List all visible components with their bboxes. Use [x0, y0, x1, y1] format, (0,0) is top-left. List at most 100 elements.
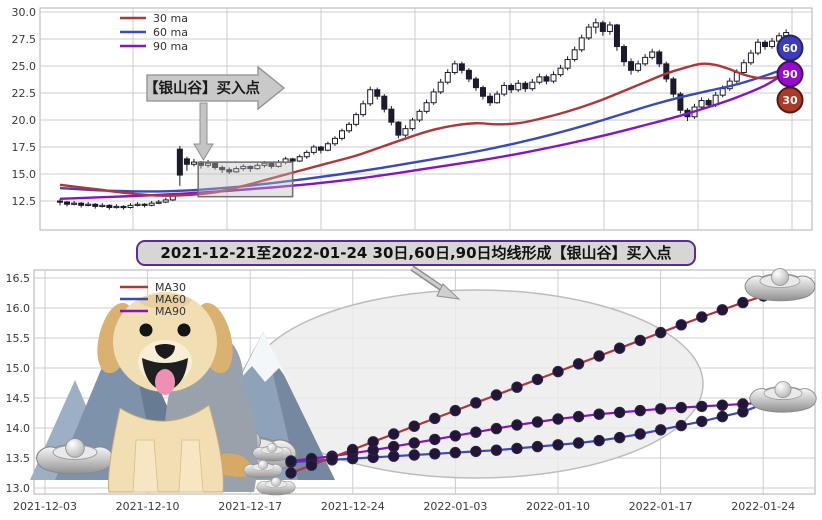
highlight-box [197, 161, 294, 198]
y-tick-label: 17.5 [12, 141, 37, 154]
candle [613, 24, 620, 48]
data-point-MA90 [531, 416, 544, 428]
y-tick-label: 15.5 [6, 332, 31, 345]
data-point-MA30 [470, 397, 482, 409]
plot-area [39, 7, 813, 231]
data-point-MA90 [675, 401, 687, 414]
candle [240, 165, 247, 170]
y-tick-label: 25.0 [12, 60, 37, 73]
y-tick-label: 16.0 [6, 302, 31, 315]
candle [465, 69, 472, 80]
candle [310, 146, 317, 153]
legend-label: 60 ma [153, 26, 188, 39]
candle [536, 76, 543, 83]
data-point-MA90 [449, 430, 462, 442]
candle [205, 162, 212, 166]
y-tick-label: 16.5 [6, 272, 31, 285]
candle [317, 146, 324, 151]
data-point-MA90 [490, 422, 503, 435]
candle [508, 84, 515, 91]
candle [155, 201, 162, 204]
candle [296, 156, 303, 162]
candle [585, 26, 592, 39]
candle [99, 204, 106, 208]
candle [515, 82, 522, 91]
data-point-MA90 [737, 398, 749, 410]
data-point-MA60 [716, 410, 729, 423]
data-point-MA60 [531, 440, 544, 453]
data-point-MA30 [552, 365, 564, 378]
data-point-MA30 [346, 443, 359, 456]
x-tick-label: 2021-12-10 [116, 500, 180, 513]
candle [437, 81, 444, 93]
legend-label: MA60 [155, 293, 186, 306]
y-tick-label: 14.0 [6, 422, 31, 435]
data-point-MA60 [388, 450, 400, 462]
dog-icon [97, 292, 258, 493]
data-point-MA30 [285, 467, 297, 479]
badge-label: 30 [782, 94, 798, 107]
data-point-MA30 [490, 389, 503, 401]
data-point-MA30 [429, 412, 441, 425]
data-point-MA90 [572, 410, 585, 423]
title-arrow-icon [410, 265, 461, 300]
x-axis-ticks: 2021-12-03 2021-12-10 2021-12-17 2021-12-24… [13, 500, 795, 513]
candle [642, 56, 649, 65]
data-point-MA60 [634, 428, 646, 440]
data-point-MA30 [613, 342, 626, 354]
data-point-MA60 [675, 419, 687, 432]
data-point-MA30 [675, 319, 687, 331]
candle [346, 123, 353, 132]
candle [451, 63, 458, 73]
candle [268, 162, 275, 167]
candle [183, 158, 190, 165]
candle [113, 205, 120, 209]
candle [176, 148, 183, 176]
candle [606, 24, 613, 32]
x-tick-label: 2021-12-17 [218, 500, 282, 513]
candle [141, 203, 148, 206]
ma-line-30ma [59, 62, 787, 197]
data-point-MA30 [326, 451, 338, 464]
data-point-MA30 [696, 311, 708, 323]
candle [487, 95, 494, 104]
candle [162, 199, 169, 203]
data-point-MA60 [552, 439, 564, 451]
data-point-MA90 [511, 419, 523, 431]
data-point-MA60 [613, 431, 626, 444]
data-point-MA30 [367, 436, 379, 448]
candle [564, 59, 571, 69]
candle [212, 162, 219, 169]
candle [494, 93, 501, 104]
y-tick-label: 27.5 [12, 33, 37, 46]
x-tick-label: 2021-12-24 [321, 500, 385, 513]
candle [592, 22, 599, 28]
data-point-MA30 [511, 381, 523, 393]
y-tick-label: 15.0 [6, 362, 31, 375]
data-point-MA90 [634, 404, 646, 417]
data-point-MA30 [408, 420, 420, 432]
candle [395, 121, 402, 136]
candle [628, 61, 635, 71]
candle [247, 165, 254, 170]
candle [698, 100, 705, 108]
candle [254, 164, 261, 170]
ma-line-60ma [59, 67, 787, 193]
candle [388, 108, 395, 123]
candle [367, 89, 374, 105]
candle [472, 78, 479, 89]
buy-point-callout: 【银山谷】买入点 [144, 65, 286, 161]
data-point-MA90 [613, 406, 626, 419]
badge-label: 90 [782, 68, 798, 81]
data-point-MA60 [449, 446, 462, 459]
candle [402, 128, 409, 136]
data-point-MA30 [593, 350, 605, 362]
candle [148, 202, 155, 206]
candle [621, 46, 627, 63]
y-tick-label: 30.0 [12, 6, 37, 19]
candle [416, 110, 423, 121]
candle [289, 158, 296, 162]
data-point-MA90 [388, 440, 400, 453]
